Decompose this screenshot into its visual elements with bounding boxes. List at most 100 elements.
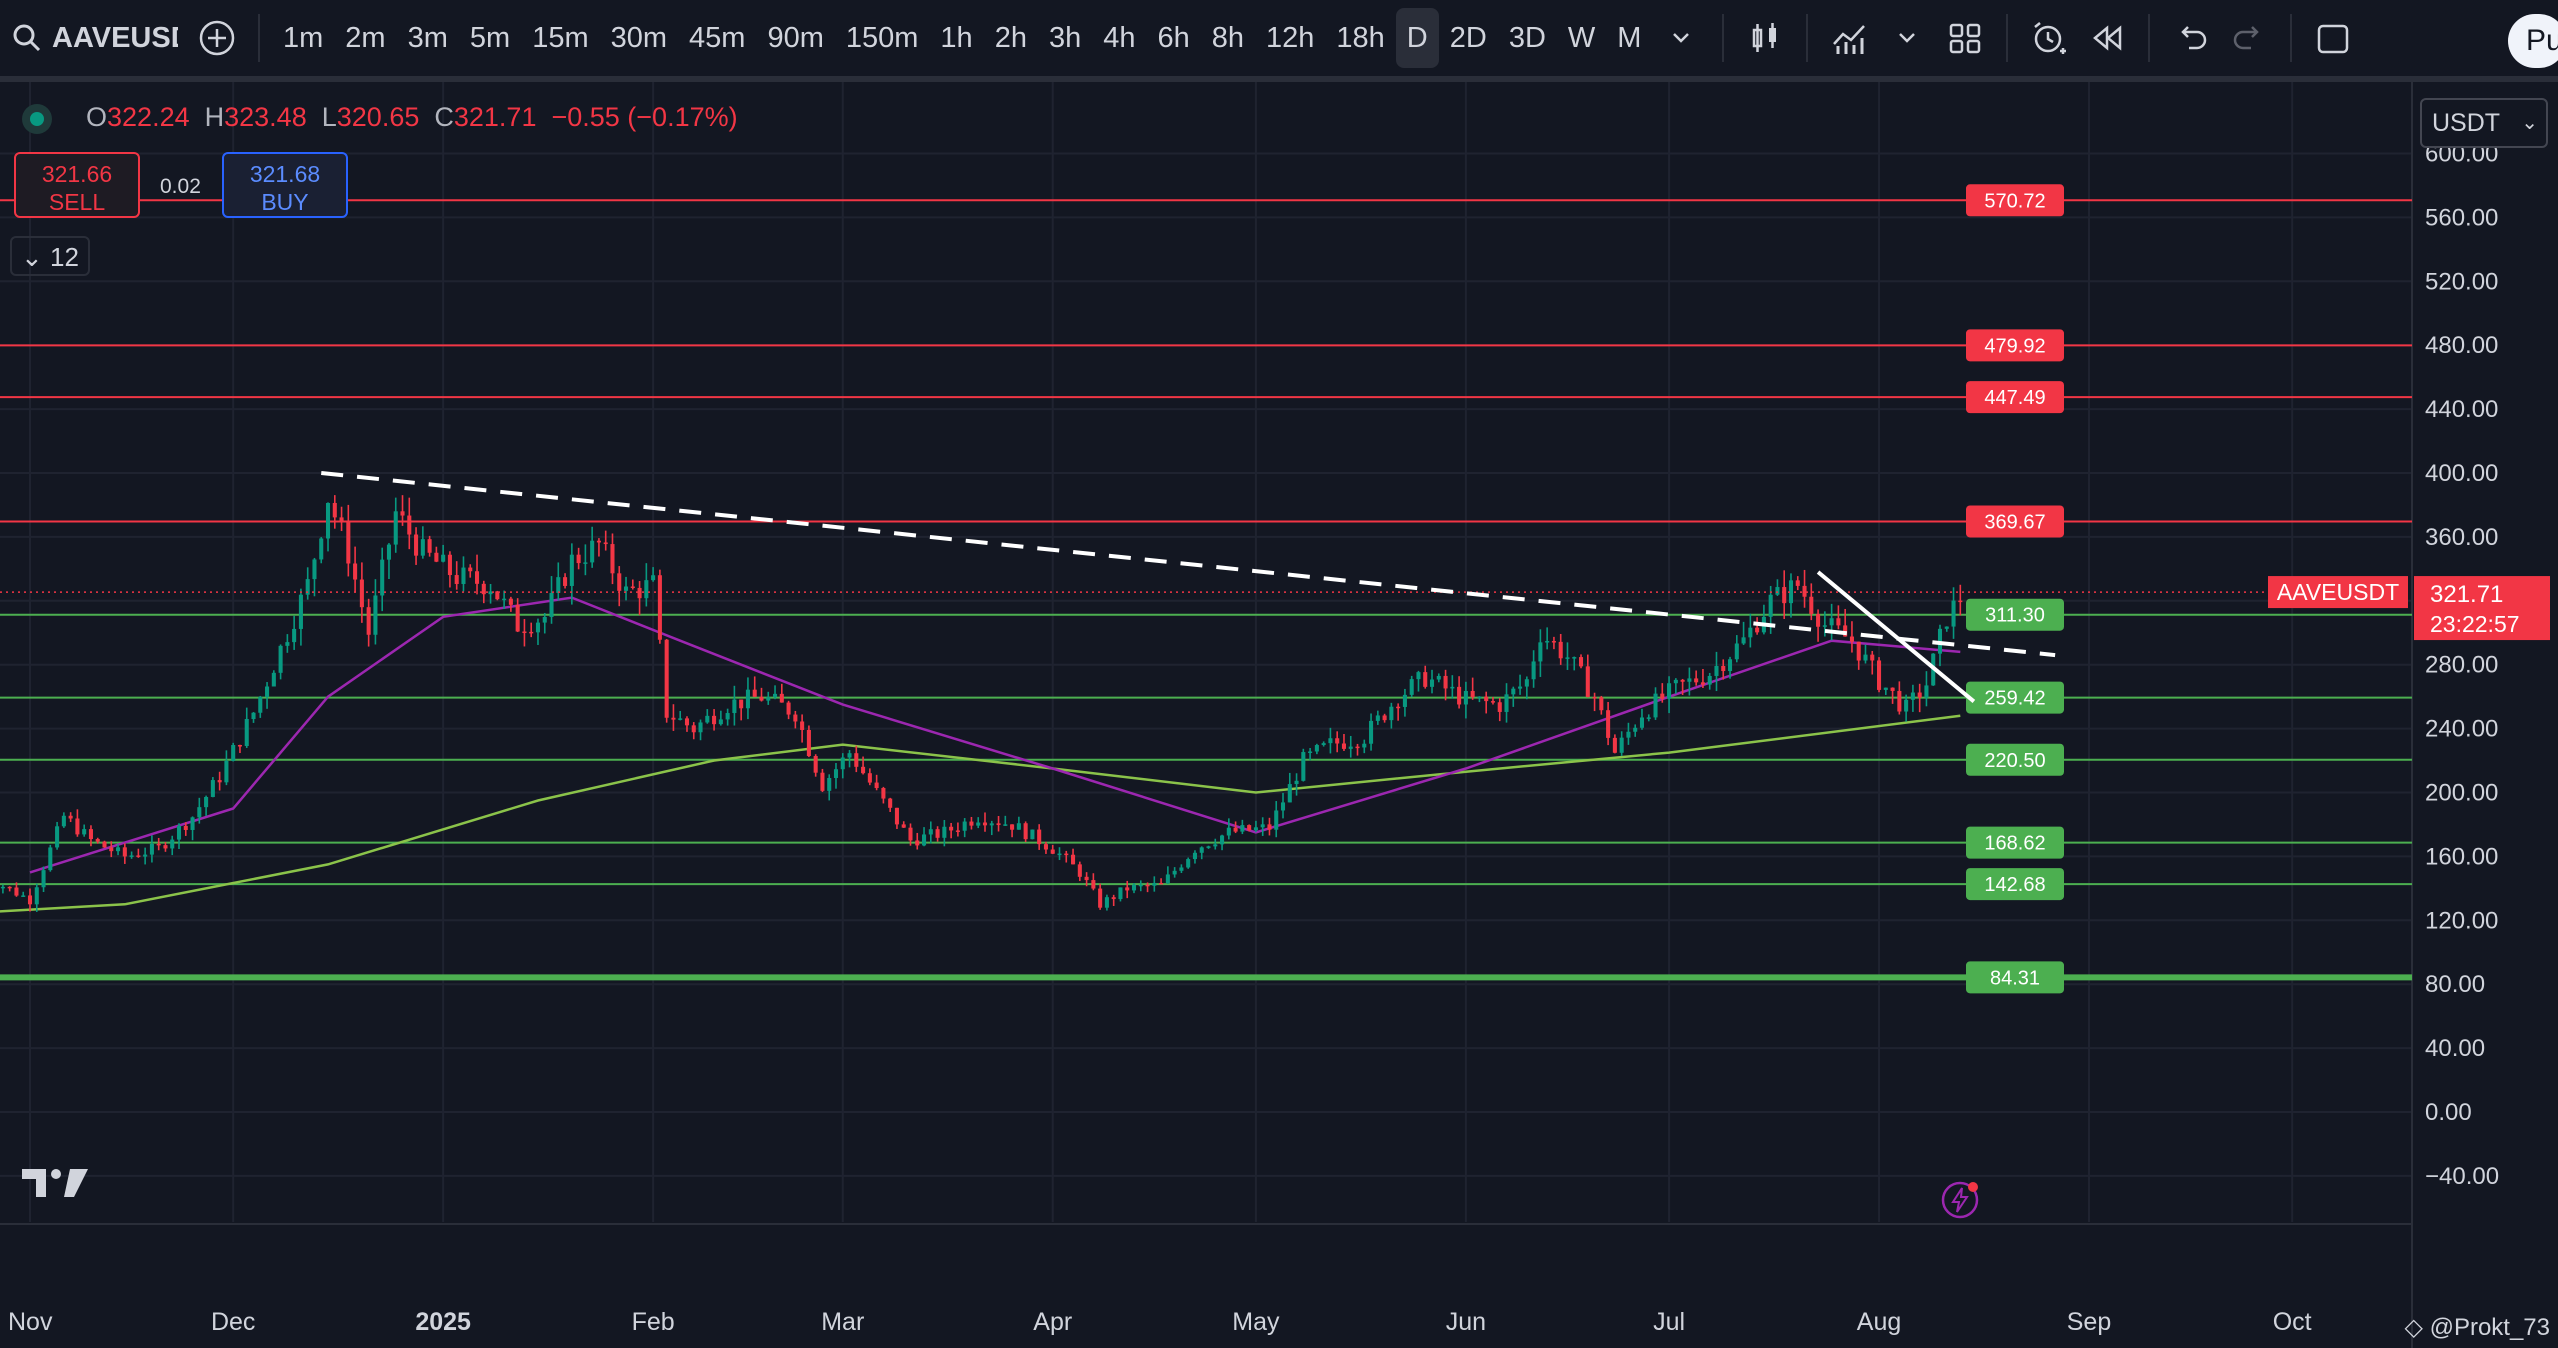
candle-body-up: [1667, 683, 1672, 699]
candle-body-down: [481, 583, 486, 595]
interval-8h[interactable]: 8h: [1211, 22, 1245, 54]
price-chart[interactable]: 570.72 479.92 447.49 369.67 311.30 259.42 220.…: [0, 82, 2558, 1348]
interval-15m[interactable]: 15m: [532, 22, 589, 54]
candle-body-up: [833, 769, 839, 778]
price-axis-tick-label: 520.00: [2425, 268, 2498, 295]
resistance-level-label: 447.49: [1984, 387, 2045, 409]
interval-150m[interactable]: 150m: [845, 22, 919, 54]
redo-button[interactable]: [2220, 8, 2278, 68]
interval-2m[interactable]: 2m: [345, 22, 386, 54]
replay-button[interactable]: [2078, 8, 2136, 68]
interval-1m[interactable]: 1m: [283, 22, 324, 54]
time-axis-tick-label: Sep: [2067, 1308, 2111, 1336]
price-axis-tick-label: 0.00: [2425, 1099, 2472, 1126]
candle-body-down: [1660, 693, 1665, 699]
buy-label: BUY: [261, 189, 309, 215]
indicators-button[interactable]: [1820, 8, 1878, 68]
sell-price: 321.66: [41, 161, 113, 187]
interval-3d[interactable]: 3D: [1508, 22, 1546, 54]
candle-body-down: [522, 631, 527, 634]
symbol-price-tag-label: AAVEUSDT: [2277, 579, 2399, 605]
candle-body-up: [922, 834, 927, 846]
square-icon: [2318, 24, 2349, 54]
indicators-dropdown-button[interactable]: [1878, 8, 1936, 68]
alarm-clock-icon: [2034, 22, 2067, 54]
indicators-icon: [1833, 25, 1866, 54]
candle-body-up: [441, 554, 446, 562]
interval-3m[interactable]: 3m: [407, 22, 448, 54]
candle-body-down: [1091, 880, 1096, 889]
candle-body-up: [1301, 752, 1306, 781]
interval-d[interactable]: D: [1395, 8, 1439, 68]
interval-5m[interactable]: 5m: [469, 22, 511, 54]
interval-3h[interactable]: 3h: [1048, 22, 1082, 54]
candle-body-down: [1341, 743, 1346, 749]
price-axis-tick-label: 80.00: [2425, 971, 2485, 998]
candle-body-down: [1497, 702, 1502, 712]
candle-body-down: [407, 515, 412, 535]
interval-6h[interactable]: 6h: [1157, 22, 1190, 54]
support-level-label: 259.42: [1984, 688, 2045, 710]
candle-body-up: [1951, 600, 1956, 627]
candle-body-up: [590, 540, 595, 563]
currency-select[interactable]: USDT ⌄: [2420, 98, 2548, 148]
interval-m[interactable]: M: [1617, 22, 1642, 54]
interval-dropdown-button[interactable]: [1652, 8, 1710, 68]
price-axis-tick-label: 40.00: [2425, 1035, 2485, 1062]
interval-w[interactable]: W: [1567, 22, 1596, 54]
trendline-dashed[interactable]: [321, 471, 2056, 658]
chart-background: [0, 82, 2558, 1348]
candle-body-up: [1104, 897, 1109, 908]
candle-body-up: [231, 744, 236, 761]
candle-body-up: [265, 686, 270, 697]
interval-1h[interactable]: 1h: [940, 22, 973, 54]
candle-body-up: [1788, 580, 1794, 604]
undo-button[interactable]: [2162, 8, 2220, 68]
low-value: 320.65: [336, 102, 420, 132]
interval-90m[interactable]: 90m: [767, 22, 824, 54]
sell-button[interactable]: 321.66 SELL: [14, 152, 140, 218]
candle-body-up: [1904, 699, 1909, 712]
time-axis-tick-label: Jun: [1446, 1308, 1486, 1336]
interval-4h[interactable]: 4h: [1103, 22, 1136, 54]
interval-30m[interactable]: 30m: [610, 22, 668, 54]
candle-body-up: [170, 839, 175, 849]
lightning-icon[interactable]: [1940, 1180, 1980, 1220]
low-label: L: [321, 102, 337, 132]
candle-body-down: [1490, 701, 1496, 703]
interval-2h[interactable]: 2h: [994, 22, 1027, 54]
candle-body-down: [508, 598, 513, 605]
interval-45m[interactable]: 45m: [689, 22, 746, 54]
interval-12h[interactable]: 12h: [1266, 22, 1315, 54]
candle-body-up: [61, 815, 66, 827]
indicators-collapse-button[interactable]: ⌄ 12: [10, 236, 90, 276]
market-status-icon: [30, 111, 44, 126]
candle-body-up: [1687, 678, 1692, 682]
time-axis-tick-label: Aug: [1857, 1308, 1901, 1336]
toolbar-divider: [2006, 14, 2009, 62]
price-axis-tick-label: 360.00: [2425, 524, 2498, 551]
ohlc-legend: O322.24 H323.48 L320.65 C321.71 −0.55 (−…: [30, 102, 738, 133]
candle-body-down: [779, 693, 784, 703]
alert-button[interactable]: [2020, 8, 2078, 68]
publish-button[interactable]: Pu: [2508, 14, 2558, 68]
candle-body-up: [1003, 824, 1008, 826]
candle-body-down: [1023, 823, 1028, 840]
candle-body-up: [1199, 847, 1204, 853]
add-symbol-button[interactable]: [188, 8, 246, 68]
candle-body-down: [156, 843, 161, 846]
interval-2d[interactable]: 2D: [1449, 22, 1487, 54]
symbol-search[interactable]: AAVEUSDT: [0, 0, 188, 79]
candle-body-down: [1084, 876, 1089, 881]
layout-button[interactable]: [1936, 8, 1994, 68]
buy-button[interactable]: 321.68 BUY: [222, 152, 348, 218]
trendline-solid[interactable]: [1816, 570, 1976, 703]
fullscreen-button[interactable]: [2304, 8, 2362, 68]
candle-body-down: [637, 587, 642, 599]
chart-type-button[interactable]: [1736, 8, 1794, 68]
candle-body-up: [1653, 693, 1658, 718]
interval-list: 1m 2m 3m 5m 15m 30m 45m 90m 150m 1h 2h 3h 4h 6h 8h 12h 1…: [272, 8, 1652, 68]
candle-body-down: [1145, 884, 1150, 887]
interval-18h[interactable]: 18h: [1336, 22, 1385, 54]
symbol-name: AAVEUSDT: [52, 21, 178, 54]
